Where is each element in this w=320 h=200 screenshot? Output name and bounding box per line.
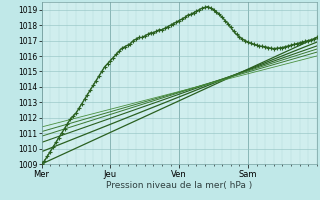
- X-axis label: Pression niveau de la mer( hPa ): Pression niveau de la mer( hPa ): [106, 181, 252, 190]
